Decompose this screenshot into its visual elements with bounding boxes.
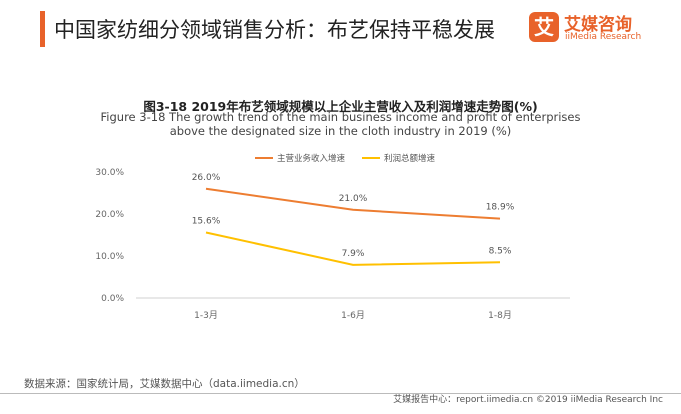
footer-copyright: 艾媒报告中心：report.iimedia.cn ©2019 iiMedia R…	[393, 395, 663, 405]
data-label: 18.9%	[486, 203, 515, 213]
logo-mark: 艾	[529, 12, 559, 42]
y-tick-label: 0.0%	[101, 294, 124, 304]
page-title: 中国家纺细分领域销售分析：布艺保持平稳发展	[54, 18, 495, 42]
footer-divider	[0, 393, 681, 394]
x-tick-label: 1-3月	[194, 310, 218, 321]
x-tick-label: 1-8月	[488, 310, 512, 321]
legend-label: 利润总额增速	[384, 153, 436, 164]
logo-text-cn: 艾媒咨询	[564, 15, 632, 35]
data-label: 8.5%	[489, 246, 512, 256]
data-label: 7.9%	[342, 249, 365, 259]
y-tick-label: 20.0%	[95, 210, 124, 220]
chart-subtitle: Figure 3-18 The growth trend of the main…	[100, 110, 581, 138]
chart-title: 图3-18 2019年布艺领域规模以上企业主营收入及利润增速走势图(%)	[143, 99, 538, 114]
data-label: 15.6%	[192, 216, 221, 226]
logo-text-en: iiMedia Research	[565, 32, 642, 42]
y-tick-label: 10.0%	[95, 252, 124, 262]
x-tick-label: 1-6月	[341, 310, 365, 321]
y-tick-label: 30.0%	[95, 168, 124, 178]
series-line	[205, 231, 501, 266]
legend-label: 主营业务收入增速	[277, 153, 346, 164]
data-source: 数据来源：国家统计局，艾媒数据中心（data.iimedia.cn）	[24, 378, 305, 390]
data-label: 21.0%	[339, 194, 368, 204]
data-label: 26.0%	[192, 173, 221, 183]
series-line	[205, 187, 501, 220]
iimedia-logo: 艾 艾媒咨询 iiMedia Research	[529, 10, 659, 48]
title-accent-bar	[40, 11, 45, 47]
